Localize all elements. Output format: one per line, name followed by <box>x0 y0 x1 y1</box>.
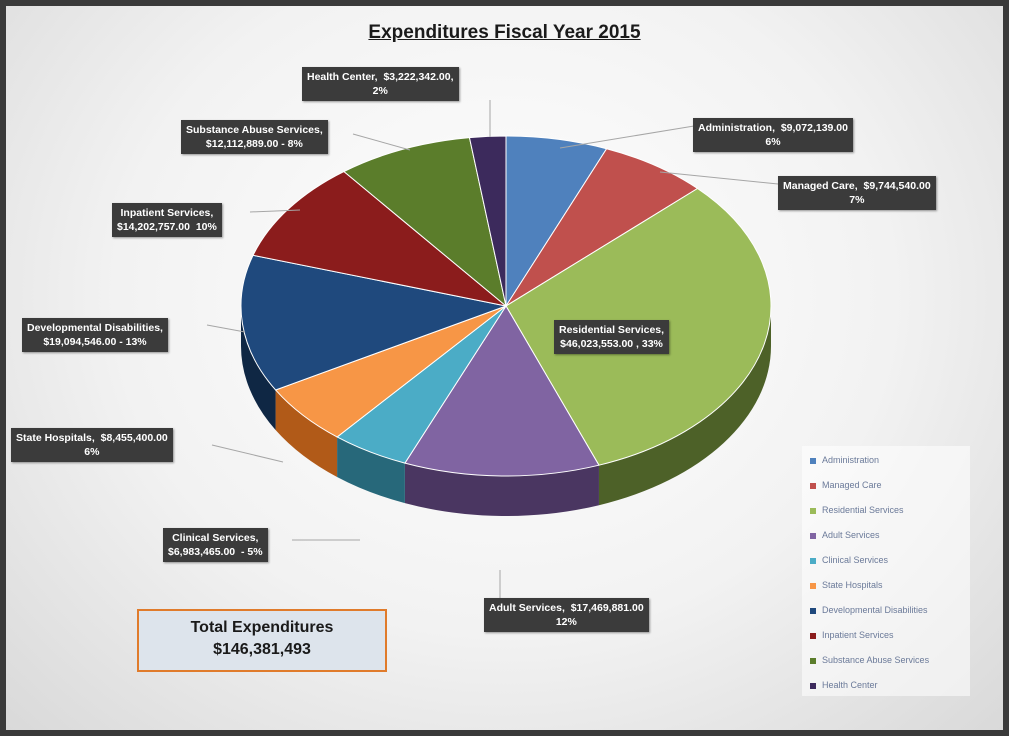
leader-line <box>659 171 779 185</box>
legend-label: Managed Care <box>822 480 882 490</box>
data-label-clinical-services: Clinical Services, $6,983,465.00 - 5% <box>163 528 268 562</box>
legend-label: Residential Services <box>822 505 904 515</box>
data-label-administration: Administration, $9,072,139.00 6% <box>693 118 853 152</box>
legend-label: Developmental Disabilities <box>822 605 928 615</box>
legend-swatch <box>810 532 816 539</box>
data-label-managed-care: Managed Care, $9,744,540.00 7% <box>778 176 936 210</box>
legend-label: State Hospitals <box>822 580 883 590</box>
data-label-adult-services: Adult Services, $17,469,881.00 12% <box>484 598 649 632</box>
legend-swatch <box>810 507 816 514</box>
legend-swatch <box>810 482 816 489</box>
legend-item: Clinical Services <box>810 555 888 565</box>
pie-side-developmental-disabilities <box>241 306 276 430</box>
legend-label: Clinical Services <box>822 555 889 565</box>
pie-side-adult-services <box>404 463 599 516</box>
leader-line <box>206 324 246 333</box>
data-label-residential-services: Residential Services, $46,023,553.00 , 3… <box>554 320 670 354</box>
data-label-developmental-disabilities: Developmental Disabilities, $19,094,546.… <box>22 318 168 352</box>
total-expenditures-label: Total Expenditures <box>190 619 334 636</box>
legend-item: Managed Care <box>810 480 882 490</box>
legend-label: Health Center <box>822 680 878 690</box>
legend-item: Inpatient Services <box>810 630 894 640</box>
pie-slice-health-center <box>468 135 507 307</box>
pie-slice-developmental-disabilities <box>240 254 508 391</box>
legend-item: Administration <box>810 455 879 465</box>
legend-item: Developmental Disabilities <box>810 605 928 615</box>
pie-slice-managed-care <box>505 148 699 307</box>
legend-swatch <box>810 657 816 664</box>
leader-lines <box>206 100 779 598</box>
pie-chart <box>206 100 779 598</box>
legend-label: Substance Abuse Services <box>822 655 930 665</box>
legend-swatch <box>810 582 816 589</box>
pie-slice-adult-services <box>404 305 600 477</box>
legend-swatch <box>810 682 816 689</box>
pie-slice-inpatient-services <box>252 170 507 307</box>
pie-side-clinical-services <box>337 436 405 504</box>
legend-swatch <box>810 607 816 614</box>
legend-label: Inpatient Services <box>822 630 894 640</box>
data-label-health-center: Health Center, $3,222,342.00, 2% <box>302 67 459 101</box>
leader-line <box>352 133 411 151</box>
pie-side-walls <box>241 306 772 516</box>
legend-item: Residential Services <box>810 505 904 515</box>
leader-line <box>559 125 695 149</box>
legend-item: State Hospitals <box>810 580 883 590</box>
chart-frame: Administration, $9,072,139.00 6% Managed … <box>6 6 1003 730</box>
pie-side-residential-services <box>598 306 772 506</box>
legend-item: Health Center <box>810 680 878 690</box>
legend-swatch <box>810 457 816 464</box>
legend-label: Administration <box>822 455 880 465</box>
chart-legend: Administration Managed Care Residential Se… <box>802 446 970 696</box>
legend-item: Adult Services <box>810 530 880 540</box>
legend-swatch <box>810 632 816 639</box>
leader-line <box>249 209 301 213</box>
total-expenditures-value: $146,381,493 <box>213 641 311 658</box>
pie-slices <box>240 135 772 477</box>
data-label-substance-abuse-services: Substance Abuse Services, $12,112,889.00… <box>181 120 328 154</box>
data-label-state-hospitals: State Hospitals, $8,455,400.00 6% <box>11 428 173 462</box>
pie-side-state-hospitals <box>275 389 338 477</box>
data-label-inpatient-services: Inpatient Services, $14,202,757.00 10% <box>112 203 222 237</box>
legend-label: Adult Services <box>822 530 880 540</box>
total-expenditures-box: Total Expenditures $146,381,493 <box>137 609 387 672</box>
pie-slice-substance-abuse-services <box>342 137 507 308</box>
legend-swatch <box>810 557 816 564</box>
chart-title: Expenditures Fiscal Year 2015 <box>368 22 641 43</box>
leader-line <box>211 444 284 463</box>
legend-item: Substance Abuse Services <box>810 655 929 665</box>
